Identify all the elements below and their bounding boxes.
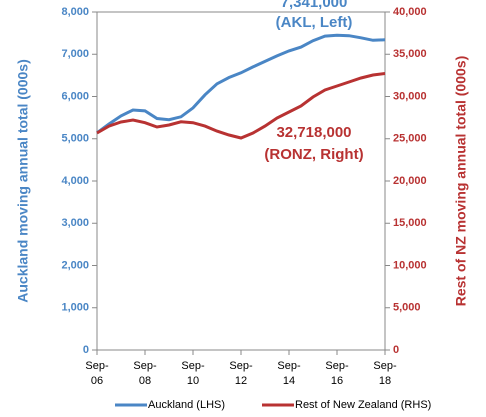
y2-tick-label: 40,000: [393, 6, 427, 18]
x-tick-label: Sep-16: [325, 360, 349, 387]
y2-tick-label: 10,000: [393, 259, 427, 271]
y-tick-label: 2,000: [61, 259, 89, 271]
x-tick-label: Sep-10: [181, 360, 205, 387]
annotation: (AKL, Left): [276, 14, 353, 31]
y2-tick-label: 5,000: [393, 302, 421, 314]
y-tick-label: 5,000: [61, 133, 89, 145]
y2-tick-label: 0: [393, 344, 399, 356]
series-line: [96, 72, 386, 140]
plot-frame: [96, 11, 386, 351]
x-tick-label: Sep-06: [85, 360, 109, 387]
legend-label: Auckland (LHS): [148, 399, 225, 411]
x-tick-label: Sep-12: [229, 360, 253, 387]
annotation: (RONZ, Right): [264, 146, 363, 163]
y-tick-label: 6,000: [61, 90, 89, 102]
legend-label: Rest of New Zealand (RHS): [295, 399, 431, 411]
series-line: [96, 33, 386, 135]
y-tick-label: 1,000: [61, 302, 89, 314]
annotation: 32,718,000: [276, 124, 351, 141]
y2-tick-label: 25,000: [393, 133, 427, 145]
x-tick-label: Sep-08: [133, 360, 157, 387]
y-tick-label: 4,000: [61, 175, 89, 187]
y2-axis-title: Rest of NZ moving annual total (000s): [453, 56, 469, 306]
y2-tick-label: 15,000: [393, 217, 427, 229]
y2-tick-label: 30,000: [393, 90, 427, 102]
y2-tick-label: 20,000: [393, 175, 427, 187]
x-tick-label: Sep-14: [277, 360, 301, 387]
y-tick-label: 7,000: [61, 48, 89, 60]
y-axis-title: Auckland moving annual total (000s): [15, 59, 31, 303]
y-tick-label: 0: [83, 344, 89, 356]
x-tick-label: Sep-18: [373, 360, 397, 387]
y2-tick-label: 35,000: [393, 48, 427, 60]
annotation: 7,341,000: [281, 0, 348, 11]
y-tick-label: 3,000: [61, 217, 89, 229]
y-tick-label: 8,000: [61, 6, 89, 18]
